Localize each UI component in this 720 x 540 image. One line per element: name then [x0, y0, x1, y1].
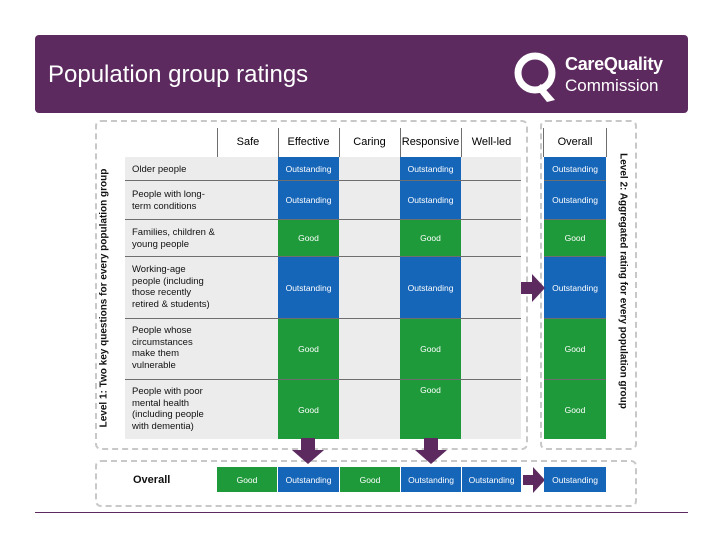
row-label-working-age: Working-age people (including those rece… [132, 264, 210, 310]
rating-cell: Good [544, 319, 606, 379]
row-divider [125, 379, 521, 380]
column-header-overall: Overall [557, 136, 593, 148]
rating-cell: Good [400, 380, 461, 439]
header-separator [400, 128, 401, 157]
overall-well-led-cell: Outstanding [462, 467, 521, 492]
arrow-down-icon [292, 438, 324, 464]
row-divider [544, 256, 606, 257]
logo-text-commission: Commission [565, 76, 659, 95]
header-separator [339, 128, 340, 157]
row-divider [125, 318, 521, 319]
logo-text-carequality: CareQuality [565, 54, 663, 74]
row-label-families-children: Families, children & young people [132, 227, 215, 250]
row-label-vulnerable: People whose circumstances make them vul… [132, 325, 193, 371]
level1-label: Level 1: Two key questions for every pop… [98, 168, 110, 428]
overall-effective-cell: Outstanding [278, 467, 339, 492]
row-label-mental-health: People with poor mental health (includin… [132, 386, 204, 432]
rating-cell: Outstanding [544, 181, 606, 219]
header-separator [606, 128, 607, 157]
row-divider [125, 219, 521, 220]
header-separator [461, 128, 462, 157]
header-separator [543, 128, 544, 157]
row-divider [544, 318, 606, 319]
rating-cell: Outstanding [400, 181, 461, 219]
row-divider [544, 180, 606, 181]
row-divider [544, 219, 606, 220]
arrow-down-icon [415, 438, 447, 464]
rating-cell: Good [400, 220, 461, 256]
column-header-caring: Caring [353, 136, 386, 148]
overall-overall-cell: Outstanding [544, 467, 606, 492]
rating-cell: Good [400, 319, 461, 379]
row-label-long-term-conditions: People with long-term conditions [132, 189, 205, 212]
rating-cell: Good [278, 220, 339, 256]
overall-caring-cell: Good [340, 467, 400, 492]
row-label-older-people: Older people [132, 164, 187, 175]
level2-label: Level 2: Aggregated rating for every pop… [617, 153, 629, 409]
rating-cell: Outstanding [278, 257, 339, 318]
row-divider [544, 379, 606, 380]
row-divider [125, 256, 521, 257]
cqc-logo: CareQuality Commission [511, 48, 681, 104]
rating-cell: Outstanding [544, 257, 606, 318]
rating-cell: Good [544, 380, 606, 439]
header-separator [278, 128, 279, 157]
rating-cell: Outstanding [278, 157, 339, 180]
cqc-logo-icon [514, 52, 556, 102]
rating-cell: Good [544, 220, 606, 256]
rating-cell: Good [278, 380, 339, 439]
column-header-responsive: Responsive [401, 136, 460, 148]
rating-cell: Outstanding [400, 157, 461, 180]
overall-dashed-box [95, 460, 637, 507]
overall-row-label: Overall [133, 474, 171, 486]
footer-divider [35, 512, 688, 513]
header-banner: Population group ratings CareQuality Com… [35, 35, 688, 113]
column-header-safe: Safe [236, 136, 260, 148]
column-header-well-led: Well-led [471, 136, 512, 148]
header-separator [217, 128, 218, 157]
overall-safe-cell: Good [217, 467, 277, 492]
slide-title: Population group ratings [48, 61, 309, 88]
rating-cell: Outstanding [400, 257, 461, 318]
arrow-right-icon [523, 467, 545, 493]
row-divider [125, 180, 521, 181]
rating-cell: Outstanding [278, 181, 339, 219]
column-header-effective: Effective [287, 136, 330, 148]
overall-responsive-cell: Outstanding [401, 467, 461, 492]
arrow-right-icon [521, 274, 545, 302]
rating-cell: Good [278, 319, 339, 379]
rating-cell: Outstanding [544, 157, 606, 180]
